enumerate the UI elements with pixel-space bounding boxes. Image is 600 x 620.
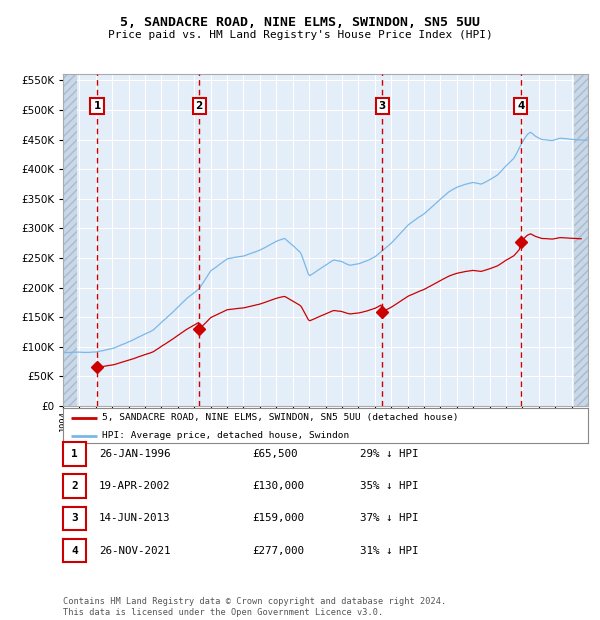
Text: 2: 2 [196, 101, 203, 111]
Text: 1: 1 [71, 449, 78, 459]
Text: 5, SANDACRE ROAD, NINE ELMS, SWINDON, SN5 5UU (detached house): 5, SANDACRE ROAD, NINE ELMS, SWINDON, SN… [103, 414, 459, 422]
Text: HPI: Average price, detached house, Swindon: HPI: Average price, detached house, Swin… [103, 431, 350, 440]
Bar [574, 74, 588, 406]
Text: £65,500: £65,500 [252, 449, 298, 459]
Text: 1: 1 [94, 101, 101, 111]
Text: 4: 4 [517, 101, 524, 111]
Text: Contains HM Land Registry data © Crown copyright and database right 2024.
This d: Contains HM Land Registry data © Crown c… [63, 598, 446, 617]
Text: £159,000: £159,000 [252, 513, 304, 523]
Text: £130,000: £130,000 [252, 481, 304, 491]
Text: 35% ↓ HPI: 35% ↓ HPI [360, 481, 419, 491]
Text: 26-NOV-2021: 26-NOV-2021 [99, 546, 170, 556]
Text: 3: 3 [379, 101, 386, 111]
Text: 37% ↓ HPI: 37% ↓ HPI [360, 513, 419, 523]
Text: 4: 4 [71, 546, 78, 556]
Text: 19-APR-2002: 19-APR-2002 [99, 481, 170, 491]
Bar [63, 74, 77, 406]
Text: 26-JAN-1996: 26-JAN-1996 [99, 449, 170, 459]
Text: 31% ↓ HPI: 31% ↓ HPI [360, 546, 419, 556]
Text: 14-JUN-2013: 14-JUN-2013 [99, 513, 170, 523]
Text: 29% ↓ HPI: 29% ↓ HPI [360, 449, 419, 459]
Text: 2: 2 [71, 481, 78, 491]
Text: 3: 3 [71, 513, 78, 523]
Text: Price paid vs. HM Land Registry's House Price Index (HPI): Price paid vs. HM Land Registry's House … [107, 30, 493, 40]
Text: 5, SANDACRE ROAD, NINE ELMS, SWINDON, SN5 5UU: 5, SANDACRE ROAD, NINE ELMS, SWINDON, SN… [120, 16, 480, 29]
Text: £277,000: £277,000 [252, 546, 304, 556]
